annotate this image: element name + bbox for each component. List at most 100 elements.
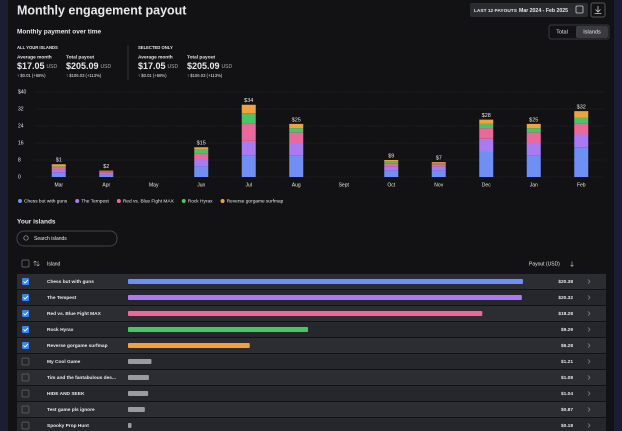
legend-swatch [18,199,22,203]
row-checkbox[interactable] [21,373,30,382]
total-label: $15 [197,141,206,147]
table-row[interactable] [17,322,606,337]
column-island: Island [47,261,61,267]
row-chevron [587,311,591,316]
payout-value: $20.38 [558,279,573,285]
row-chevron [587,327,591,332]
section-title: Monthly payment over time [17,29,102,36]
row-checkbox[interactable] [22,278,29,285]
stat-change: ↑ $106.03 (+113%) [187,73,223,78]
bar-segment [384,166,399,171]
bar-segment [431,164,446,167]
header-checkbox[interactable] [21,259,30,268]
bar-segment [574,134,589,148]
bar-segment [431,162,446,164]
toggle-total[interactable]: Total [556,29,568,35]
y-tick-label: 8 [18,157,21,163]
y-tick-label: $40 [18,89,27,95]
total-label: $1 [56,158,62,164]
stat-unit: USD [222,64,233,70]
legend-label: The Tempest [81,198,109,204]
check-mark [23,343,29,348]
stat-amount: $17.05 [138,61,166,71]
x-tick-label: Sept [339,182,350,188]
payout-value: $9.29 [561,327,573,333]
bar-segment [194,149,209,154]
x-tick-label: Nov [434,182,443,188]
island-name: My Cool Game [47,359,81,365]
bar-segment [194,153,209,160]
table-row[interactable] [17,370,606,385]
payout-bar [128,359,152,364]
legend-label: Chess but with guns [24,198,68,204]
x-tick-label: Jun [197,182,205,188]
y-tick-label: 32 [18,106,24,112]
y-tick-label: 0 [18,174,21,180]
check-mark [23,279,29,284]
stat-unit: USD [47,64,58,70]
bar-segment [479,119,494,124]
payout-bar [128,407,145,412]
island-name: The Tempest [47,295,77,301]
bar-segment [289,155,304,177]
island-name: Red vs. Blue Fight MAX [47,311,102,317]
row-checkbox[interactable] [21,405,30,414]
sort-icon [33,260,40,267]
check-mark [23,327,29,332]
x-tick-label: Apr [102,182,110,188]
row-checkbox[interactable] [21,357,30,366]
x-tick-label: Jul [246,182,252,188]
bar-segment [51,172,66,177]
payout-value: $18.28 [558,311,573,317]
row-checkbox[interactable] [22,326,29,333]
search-box[interactable] [16,230,118,247]
range-button[interactable] [470,3,588,17]
toggle-islands[interactable]: Islands [583,29,601,35]
table-row[interactable] [17,354,606,369]
legend-label: Red vs. Blue Fight MAX [123,198,175,204]
payout-bar [128,423,132,428]
row-chevron [587,279,591,284]
check-mark [23,311,29,316]
row-checkbox[interactable] [22,294,29,301]
range-value: Mar 2024 - Feb 2025 [519,8,568,14]
payout-value: $1.04 [561,391,573,397]
stat-label: Total payout [187,54,216,60]
island-name: Spooky Prop Hunt [47,423,89,429]
total-label: $34 [244,98,253,104]
row-checkbox[interactable] [22,310,29,317]
table-row[interactable] [17,338,606,353]
download-button[interactable] [590,2,606,18]
legend-label: Rock Hyrax [188,198,213,204]
stat-label: Total payout [66,54,95,60]
calendar-icon [575,5,584,14]
table-row[interactable] [17,386,606,401]
row-checkbox[interactable] [22,342,29,349]
payout-bar [128,327,309,332]
bar-segment [526,132,541,143]
stat-amount: $205.09 [187,61,220,71]
stat-value: $205.09 USD [187,61,232,71]
payout-value: $1.08 [561,375,573,381]
y-tick-label: 24 [18,123,24,129]
stat-amount: $205.09 [66,61,99,71]
payout-bar [128,391,149,396]
table-row[interactable] [17,402,606,417]
row-checkbox[interactable] [21,389,30,398]
total-label: $9 [388,153,394,159]
bar-segment [99,172,114,175]
table-row[interactable] [17,418,606,431]
bar-segment [526,155,541,177]
y-tick-label: 16 [18,140,24,146]
row-checkbox[interactable] [21,421,30,430]
row-chevron [587,359,591,364]
legend-swatch [181,199,186,203]
payout-value: $0.87 [561,407,573,413]
bar-segment [431,163,446,165]
search-icon [23,235,29,241]
row-chevron [587,343,591,348]
bar-segment [574,117,589,124]
column-payout: Payout (USD) [529,261,560,267]
bar-segment [51,167,66,170]
